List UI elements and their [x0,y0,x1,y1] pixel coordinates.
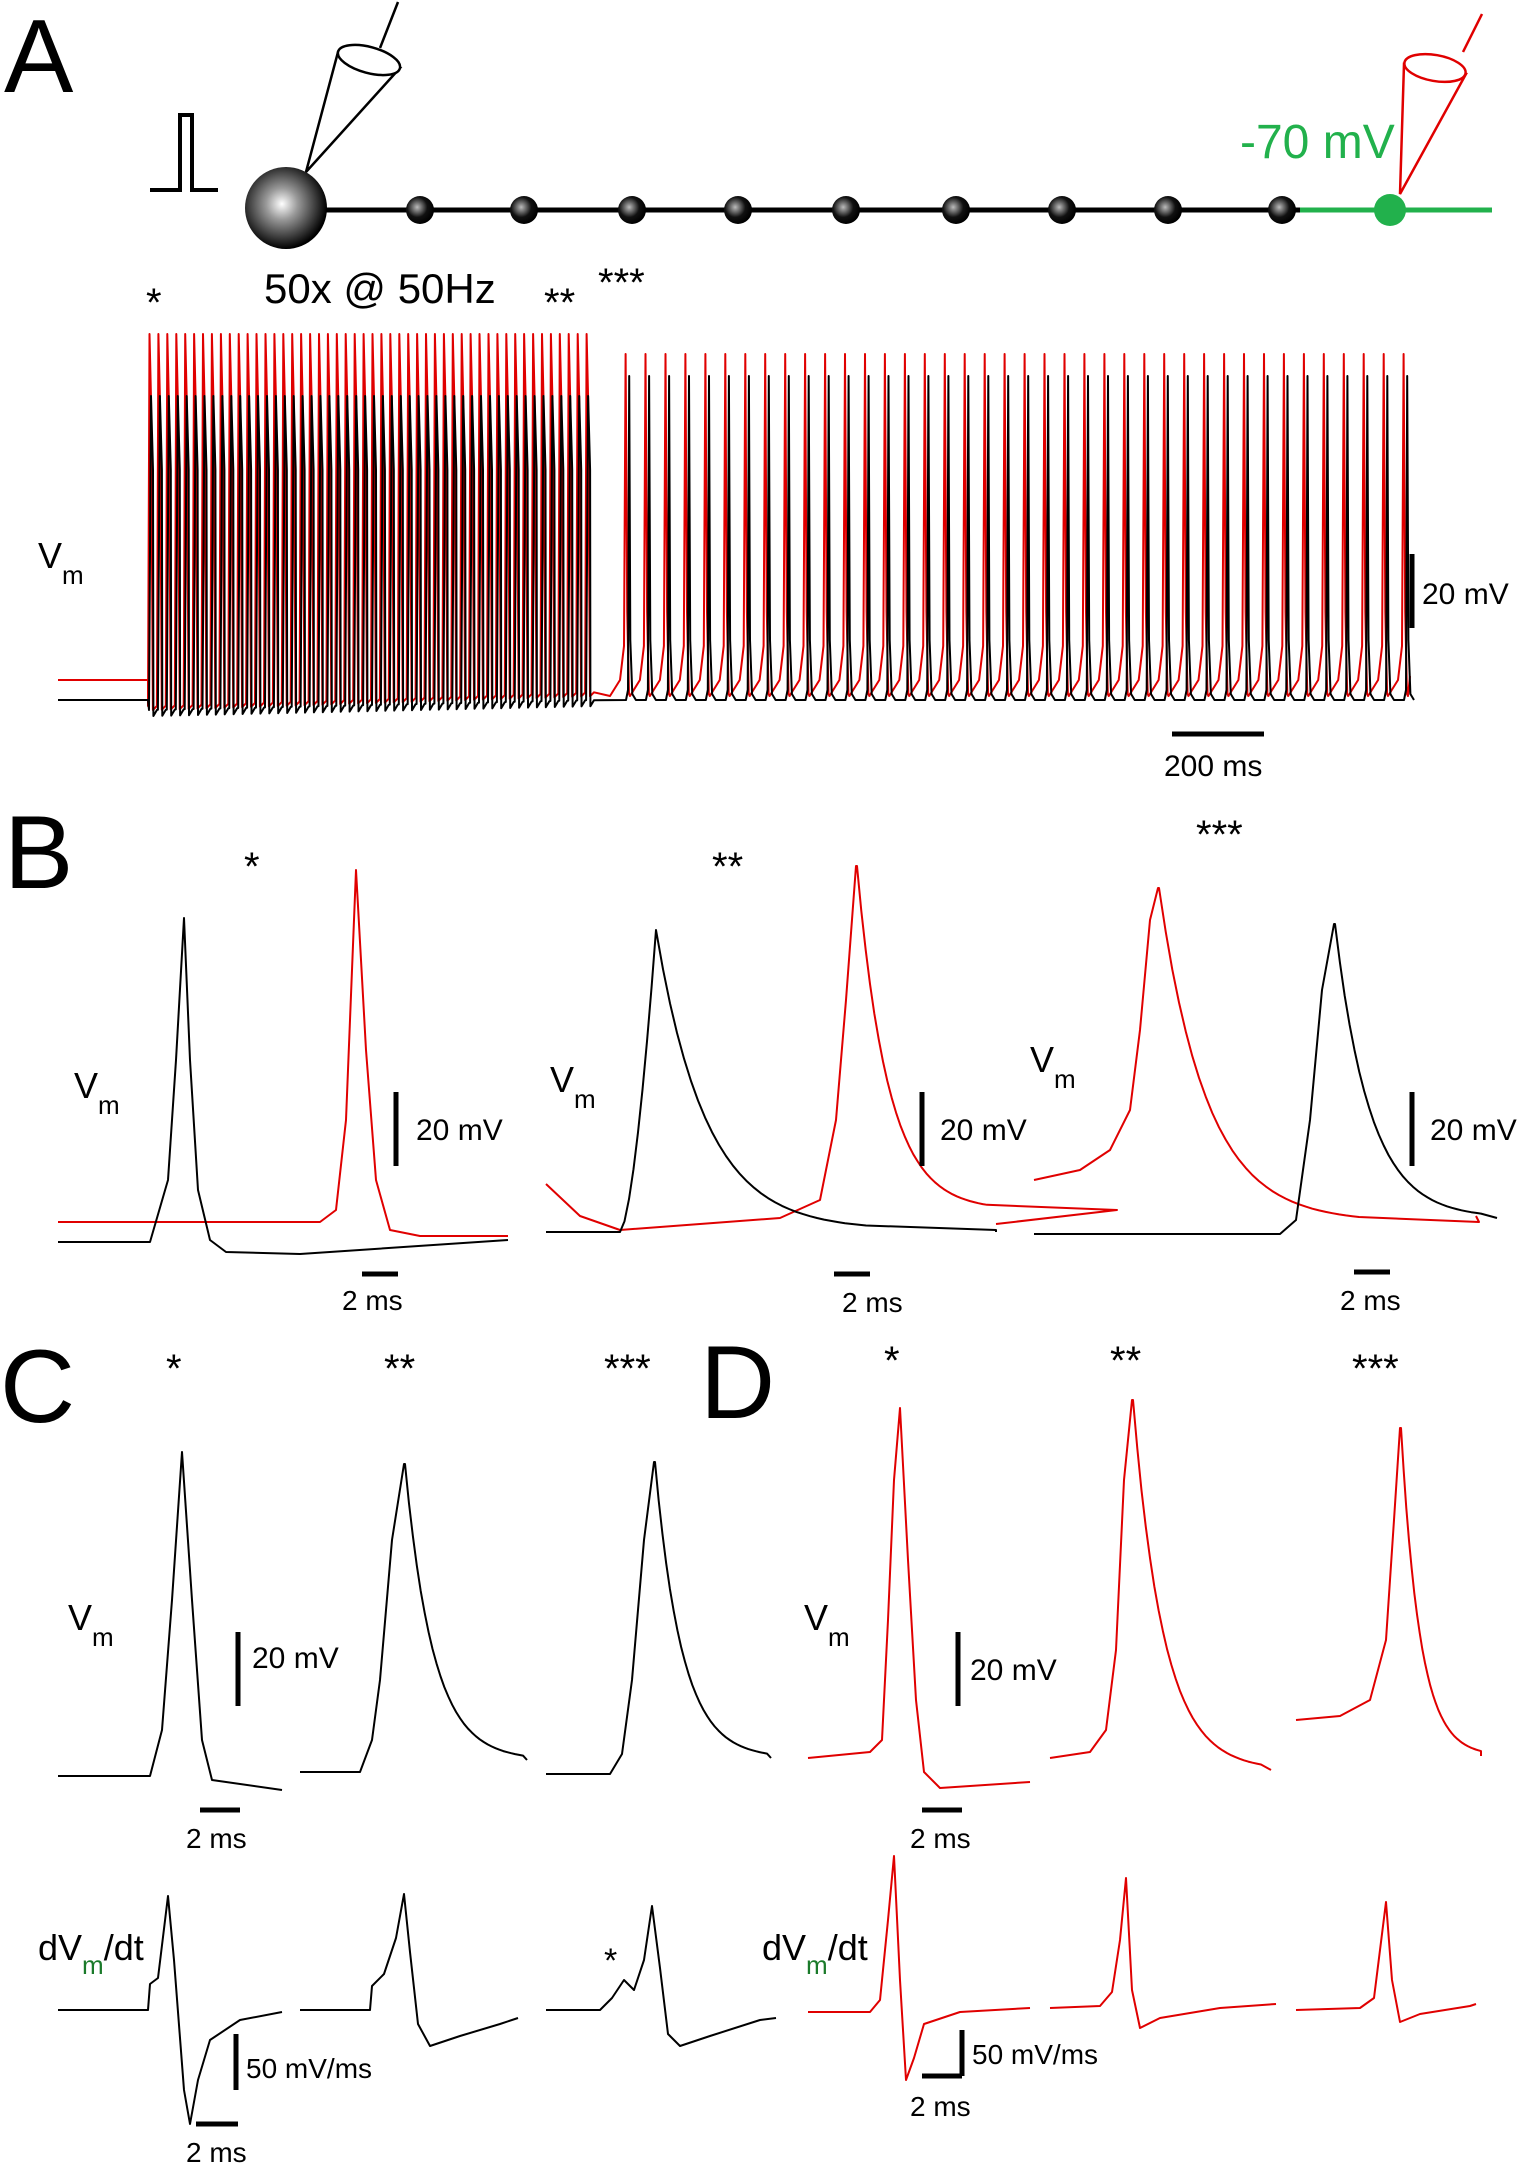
c-inset-marker: * [604,1942,617,1980]
c-spike-1 [58,1451,283,1791]
c-scale-label-time-top: 2 ms [186,1823,247,1854]
b-marker-1: * [244,845,260,889]
b3-axon-spike [1033,887,1480,1223]
c-dvdt-2 [300,1893,519,2047]
panel-d-letter: D [700,1325,775,1441]
axon-spike-train [58,333,1411,711]
d-scale-label-voltage: 20 mV [970,1654,1057,1687]
d-marker-2: ** [1110,1339,1141,1383]
c-marker-3: *** [604,1347,651,1391]
vm-label: Vm [38,535,84,590]
c-scale-label-rate: 50 mV/ms [246,2053,372,2084]
c-spike-2 [300,1463,528,1773]
d-spike-1 [807,1407,1031,1789]
c-dvdt-label: dVm/dt [38,1927,144,1980]
b3-scale-label-voltage: 20 mV [1430,1114,1517,1147]
soma-pipette-icon [304,1,403,173]
d-scale-label-time-top: 2 ms [910,1823,971,1854]
c-marker-1: * [166,1347,182,1391]
panel-a-letter: A [4,0,74,115]
c-dvdt-1 [58,1895,283,2125]
b2-scale-label-voltage: 20 mV [940,1114,1027,1147]
panel-b-letter: B [4,795,73,911]
d-spike-3 [1295,1427,1482,1756]
c-dvdt-3 [546,1905,777,2047]
c-vm-label: Vm [68,1597,114,1652]
d-dvdt-1 [808,1855,1031,2081]
scale-label-time: 200 ms [1164,750,1262,783]
b1-scale-label-voltage: 20 mV [416,1114,503,1147]
b3-scale-label-time: 2 ms [1340,1285,1401,1316]
nodes-of-ranvier [406,196,1296,224]
d-scale-label-time-bottom: 2 ms [910,2091,971,2122]
marker-1: * [146,281,162,325]
c-scale-label-time-bottom: 2 ms [186,2137,247,2168]
d-dvdt-label: dVm/dt [762,1927,868,1980]
b-marker-3: *** [1196,813,1243,857]
b-marker-2: ** [712,845,743,889]
d-marker-1: * [884,1339,900,1383]
b1-soma-spike [58,917,509,1255]
b2-soma-spike [546,929,997,1233]
panel-c-letter: C [0,1329,75,1445]
b-vm-label-2: Vm [550,1059,596,1114]
d-scale-label-rate: 50 mV/ms [972,2039,1098,2070]
clamp-voltage-label: -70 mV [1240,116,1395,169]
d-spike-2 [1049,1399,1272,1771]
c-spike-3 [546,1461,772,1775]
b2-axon-spike [545,865,1118,1231]
soma [245,167,327,249]
b1-axon-spike [58,869,508,1237]
d-dvdt-3 [1295,1901,1477,2023]
stimulus-pulse-icon [150,113,218,192]
d-dvdt-2 [1049,1877,1277,2029]
b-vm-label-3: Vm [1030,1039,1076,1094]
d-marker-3: *** [1352,1347,1399,1391]
marker-3: *** [598,261,645,305]
clamped-node [1374,194,1406,226]
c-marker-2: ** [384,1347,415,1391]
marker-2: ** [544,281,575,325]
b-vm-label-1: Vm [74,1065,120,1120]
d-vm-label: Vm [804,1597,850,1652]
b3-soma-spike [1034,923,1498,1235]
scale-label-voltage: 20 mV [1422,578,1509,611]
stimulus-protocol-label: 50x @ 50Hz [264,265,496,312]
b1-scale-label-time: 2 ms [342,1285,403,1316]
soma-spike-train [58,375,1415,717]
axon-pipette-icon [1398,13,1484,195]
b2-scale-label-time: 2 ms [842,1287,903,1318]
c-scale-label-voltage: 20 mV [252,1642,339,1675]
